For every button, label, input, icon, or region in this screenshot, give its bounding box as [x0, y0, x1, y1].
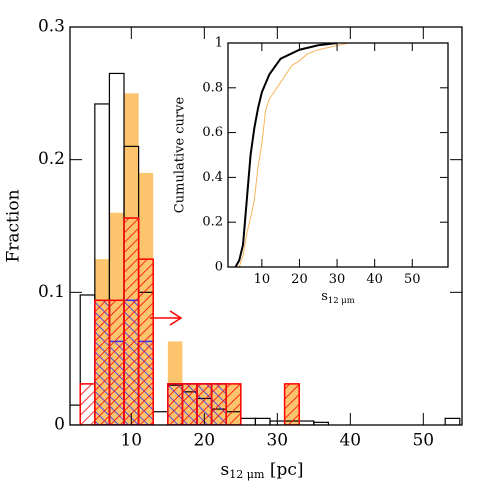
bar [79, 383, 96, 425]
y-tick-label: 1 [215, 36, 223, 51]
bar [313, 421, 330, 425]
x-label-sub: 12 μm [229, 468, 265, 481]
bar [283, 383, 300, 425]
y-tick-label: 0.8 [202, 80, 223, 95]
cumulative-line [238, 43, 349, 267]
y-tick-label: 0.6 [202, 125, 223, 140]
y-tick-label: 0 [54, 415, 65, 435]
y-tick-label: 0 [215, 260, 223, 275]
bar [108, 299, 125, 425]
y-axis-label: Fraction [4, 189, 24, 262]
x-label-main: s [220, 460, 229, 480]
bar [254, 417, 271, 425]
x-axis-label: s12 μm [321, 289, 355, 305]
cumulative-line [234, 43, 338, 267]
x-label-unit: [pc] [264, 460, 303, 480]
y-axis-label: Cumulative curve [173, 97, 188, 214]
x-tick-label: 30 [266, 431, 288, 451]
x-tick-label: 10 [254, 272, 271, 287]
y-tick-label: 0.3 [38, 17, 65, 37]
bar [167, 383, 184, 425]
y-tick-label: 0.4 [202, 170, 223, 185]
x-tick-label: 20 [291, 272, 308, 287]
y-tick-label: 0.2 [38, 149, 65, 169]
plot-area [234, 43, 349, 267]
arrow [150, 310, 183, 326]
x-tick-label: 40 [339, 431, 361, 451]
bar [70, 404, 81, 425]
x-tick-label: 30 [329, 272, 346, 287]
bar [240, 417, 257, 425]
bar [137, 258, 154, 425]
x-tick-label: 10 [120, 431, 142, 451]
x-axis-label: s12 μm [pc] [220, 460, 303, 482]
y-tick-label: 0.2 [202, 215, 223, 230]
x-tick-label: 20 [193, 431, 215, 451]
bar [225, 383, 242, 425]
bar [210, 383, 227, 425]
x-tick-label: 50 [412, 431, 434, 451]
bar [94, 299, 111, 425]
bar [152, 411, 169, 425]
x-label-main: s [321, 289, 328, 304]
plot-frame [69, 26, 463, 426]
inset-plot: 10 20 30 40 50 0 0.2 0.4 0.6 0.8 1 Cumulative curve… [173, 36, 449, 305]
x-tick-label: 50 [404, 272, 421, 287]
x-label-sub: 12 μm [328, 294, 355, 304]
x-tick-label: 40 [366, 272, 383, 287]
plot-frame [227, 42, 449, 268]
plot-area [70, 72, 461, 425]
bar [444, 417, 461, 425]
bar [181, 383, 198, 425]
y-tick-label: 0.1 [38, 282, 65, 302]
bar [123, 217, 140, 425]
